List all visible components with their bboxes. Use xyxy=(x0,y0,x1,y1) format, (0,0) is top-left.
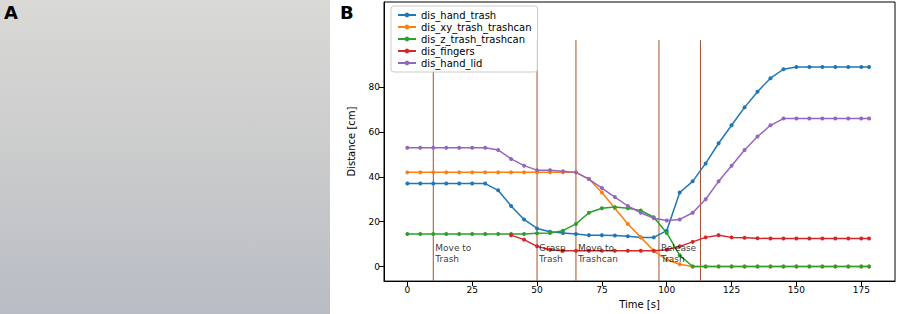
svg-text:0: 0 xyxy=(374,262,380,272)
svg-text:Distance [cm]: Distance [cm] xyxy=(346,106,357,176)
svg-text:dis_z_trash_trashcan: dis_z_trash_trashcan xyxy=(421,34,525,46)
svg-text:Release: Release xyxy=(661,243,697,253)
svg-text:25: 25 xyxy=(466,285,477,295)
svg-text:100: 100 xyxy=(658,285,675,295)
svg-text:125: 125 xyxy=(723,285,740,295)
svg-text:Time [s]: Time [s] xyxy=(618,299,660,310)
svg-text:Trash: Trash xyxy=(434,254,459,264)
html-text:A: A xyxy=(4,2,18,23)
svg-text:175: 175 xyxy=(853,285,870,295)
svg-text:Grasp: Grasp xyxy=(539,243,566,253)
svg-text:75: 75 xyxy=(596,285,607,295)
svg-text:Move to: Move to xyxy=(578,243,615,253)
svg-text:60: 60 xyxy=(369,127,381,137)
svg-text:Trash: Trash xyxy=(660,254,685,264)
svg-text:20: 20 xyxy=(369,217,381,227)
svg-text:dis_hand_lid: dis_hand_lid xyxy=(421,58,482,70)
svg-text:dis_fingers: dis_fingers xyxy=(421,46,475,58)
svg-text:dis_xy_trash_trashcan: dis_xy_trash_trashcan xyxy=(421,22,532,34)
svg-text:40: 40 xyxy=(369,172,381,182)
svg-text:150: 150 xyxy=(788,285,805,295)
svg-text:Trashcan: Trashcan xyxy=(577,254,618,264)
svg-text:dis_hand_trash: dis_hand_trash xyxy=(421,10,496,22)
svg-text:0: 0 xyxy=(404,285,410,295)
svg-text:Trash: Trash xyxy=(538,254,563,264)
svg-text:80: 80 xyxy=(369,82,381,92)
html-text:B: B xyxy=(340,2,354,23)
svg-text:50: 50 xyxy=(531,285,543,295)
svg-text:Move to: Move to xyxy=(435,243,472,253)
